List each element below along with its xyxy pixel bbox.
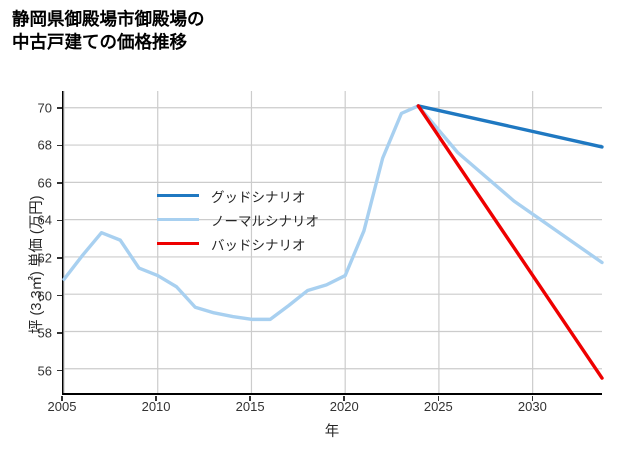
legend-swatch-good-icon [157, 193, 199, 198]
y-tick-label: 56 [37, 363, 52, 379]
x-tick-label: 2005 [47, 399, 77, 414]
chart-legend: グッドシナリオ ノーマルシナリオ バッドシナリオ [157, 185, 319, 253]
y-tick-label: 68 [37, 137, 52, 153]
y-tick-label: 70 [37, 100, 52, 116]
series-line [64, 106, 602, 319]
x-tick-mark [155, 396, 157, 401]
legend-item-good[interactable]: グッドシナリオ [157, 187, 319, 205]
legend-item-normal[interactable]: ノーマルシナリオ [157, 211, 319, 229]
x-tick-mark [61, 396, 63, 401]
x-tick-mark [343, 396, 346, 401]
x-axis-title: 年 [324, 424, 340, 440]
legend-label-good: グッドシナリオ [211, 189, 306, 205]
legend-label-bad: バッドシナリオ [211, 237, 306, 253]
x-tick-mark [249, 396, 251, 401]
gridlines [64, 91, 602, 393]
data-lines [64, 91, 602, 393]
series-line [418, 106, 602, 378]
x-tick-label: 2030 [517, 399, 547, 414]
x-tick-label: 2015 [235, 399, 265, 414]
series-line [418, 106, 602, 147]
y-tick-label: 66 [37, 175, 52, 191]
y-axis-title: 坪 (3.3㎡) 単価 (万円) [29, 195, 45, 334]
legend-label-normal: ノーマルシナリオ [211, 213, 319, 229]
x-tick-mark [531, 396, 534, 401]
x-tick-label: 2025 [423, 399, 453, 414]
legend-swatch-bad-icon [157, 241, 199, 246]
plot-area: グッドシナリオ ノーマルシナリオ バッドシナリオ 坪 (3.3㎡) 単価 (万円… [29, 91, 602, 395]
legend-item-bad[interactable]: バッドシナリオ [157, 235, 319, 253]
x-tick-mark [437, 396, 440, 401]
legend-swatch-normal-icon [157, 217, 199, 222]
x-tick-label: 2010 [141, 399, 171, 414]
page-title: 静岡県御殿場市御殿場の 中古戸建ての価格推移 [12, 9, 205, 53]
x-tick-label: 2020 [329, 399, 359, 414]
